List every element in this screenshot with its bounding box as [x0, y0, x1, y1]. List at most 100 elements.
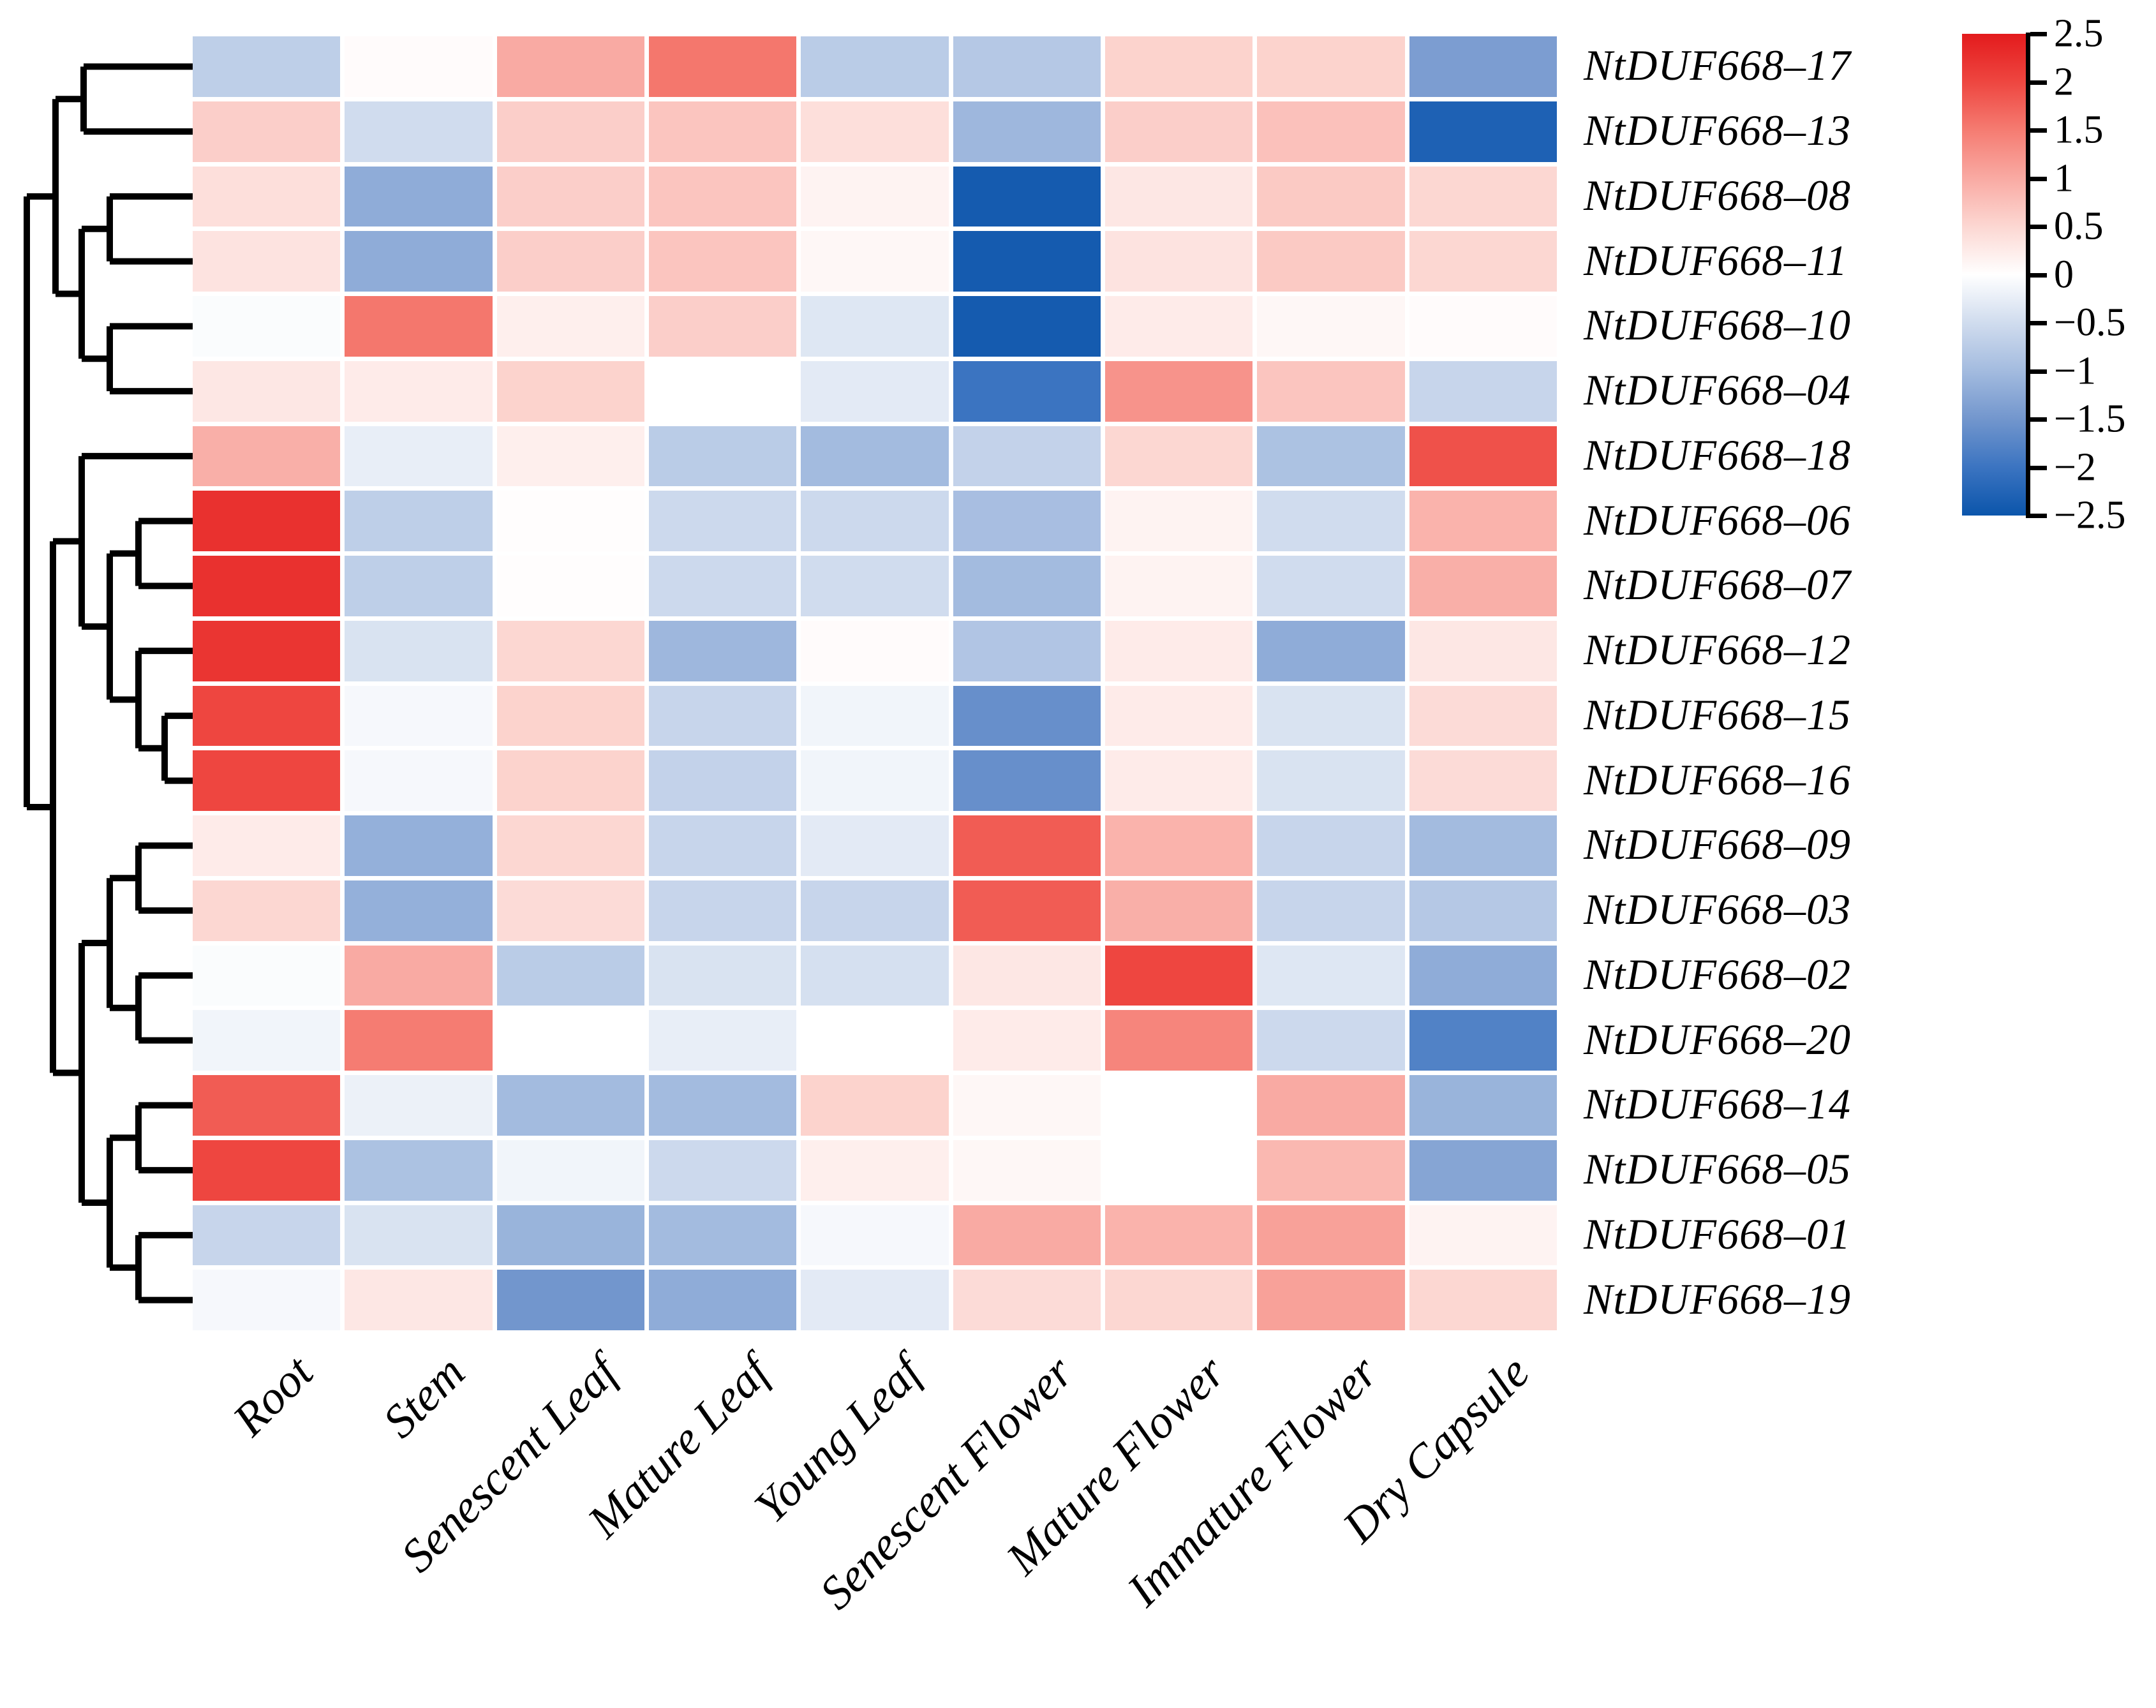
heatmap-cell [648, 945, 797, 1006]
heatmap-cell [193, 815, 341, 876]
heatmap-cell [1257, 750, 1405, 811]
heatmap-cell [1257, 685, 1405, 746]
heatmap-cell [1104, 815, 1253, 876]
heatmap-cell [953, 231, 1101, 292]
heatmap-cell [648, 1075, 797, 1136]
heatmap-cell [1257, 1270, 1405, 1330]
heatmap-cell [1257, 815, 1405, 876]
heatmap-cell [345, 36, 493, 97]
heatmap-cell [1409, 296, 1557, 357]
heatmap-cell [193, 36, 341, 97]
heatmap-cell [193, 1075, 341, 1136]
heatmap-cell [1409, 556, 1557, 616]
heatmap-cell [1257, 101, 1405, 162]
heatmap-cell [801, 1270, 949, 1330]
colorbar-tick-label: 2 [2054, 60, 2074, 103]
heatmap-cell [1409, 815, 1557, 876]
heatmap-cell [496, 1270, 644, 1330]
heatmap-cell [345, 685, 493, 746]
heatmap-cell [801, 1075, 949, 1136]
heatmap-cell [953, 1270, 1101, 1330]
heatmap-cell [496, 36, 644, 97]
heatmap-cell [1104, 36, 1253, 97]
heatmap-cell [801, 166, 949, 227]
heatmap-cell [1104, 945, 1253, 1006]
heatmap-cell [953, 880, 1101, 941]
heatmap-cell [1409, 36, 1557, 97]
heatmap-cell [496, 426, 644, 487]
colorbar-tick [2030, 80, 2047, 85]
heatmap-cell [1104, 1140, 1253, 1201]
row-label: NtDUF668–06 [1584, 495, 1851, 544]
heatmap-cell [496, 101, 644, 162]
heatmap-cell [193, 1270, 341, 1330]
heatmap-cell [1409, 101, 1557, 162]
heatmap-cell [345, 491, 493, 551]
heatmap-cell [953, 620, 1101, 681]
heatmap-cell [496, 296, 644, 357]
colorbar-tick [2030, 32, 2047, 36]
heatmap-cell [648, 815, 797, 876]
heatmap-cell [193, 1010, 341, 1071]
colorbar-tick-label: −1.5 [2054, 397, 2126, 441]
heatmap-cell [801, 1010, 949, 1071]
heatmap-cell [1104, 620, 1253, 681]
heatmap-cell [801, 815, 949, 876]
heatmap-cell [801, 556, 949, 616]
heatmap-cell [345, 1010, 493, 1071]
heatmap-cell [345, 101, 493, 162]
colorbar-tick [2030, 225, 2047, 229]
heatmap-cell [1409, 166, 1557, 227]
colorbar-tick-label: 1 [2054, 156, 2074, 200]
row-label: NtDUF668–11 [1584, 235, 1848, 285]
heatmap-cell [496, 166, 644, 227]
heatmap-cell [953, 750, 1101, 811]
heatmap-cell [1409, 360, 1557, 422]
heatmap-cell [953, 1075, 1101, 1136]
heatmap-cell [1257, 620, 1405, 681]
heatmap-cell [496, 360, 644, 422]
heatmap-cell [1257, 1075, 1405, 1136]
heatmap-cell [496, 880, 644, 941]
colorbar-tick-label: −2.5 [2054, 493, 2126, 537]
heatmap-cell [1104, 1010, 1253, 1071]
heatmap-cell [496, 491, 644, 551]
heatmap-cell [648, 36, 797, 97]
heatmap-cell [953, 685, 1101, 746]
heatmap-cell [953, 166, 1101, 227]
heatmap-cell [953, 296, 1101, 357]
heatmap-cell [648, 1270, 797, 1330]
heatmap-cell [193, 491, 341, 551]
heatmap-cell [345, 1075, 493, 1136]
heatmap-cell [345, 1205, 493, 1266]
heatmap-cell [648, 231, 797, 292]
heatmap-cell [1104, 296, 1253, 357]
heatmap-cell [1257, 1140, 1405, 1201]
heatmap-cell [1409, 620, 1557, 681]
heatmap-cell [193, 1140, 341, 1201]
heatmap-cell [801, 296, 949, 357]
heatmap-cell [1104, 101, 1253, 162]
heatmap-cell [1104, 556, 1253, 616]
heatmap-cell [496, 1205, 644, 1266]
heatmap-cell [1257, 36, 1405, 97]
heatmap-cell [193, 685, 341, 746]
heatmap-cell [193, 1205, 341, 1266]
heatmap-cell [801, 620, 949, 681]
heatmap-cell [1104, 426, 1253, 487]
heatmap-cell [953, 945, 1101, 1006]
heatmap-cell [953, 556, 1101, 616]
colorbar-tick-label: 1.5 [2054, 108, 2104, 152]
row-label: NtDUF668–01 [1584, 1209, 1851, 1258]
heatmap-cell [1104, 750, 1253, 811]
heatmap-cell [193, 556, 341, 616]
heatmap-cell [1257, 166, 1405, 227]
colorbar-tick-label: −0.5 [2054, 301, 2126, 345]
heatmap-cell [345, 1140, 493, 1201]
row-label: NtDUF668–15 [1584, 690, 1851, 739]
row-label: NtDUF668–07 [1584, 560, 1851, 609]
heatmap-cell [801, 1205, 949, 1266]
heatmap-cell [496, 1140, 644, 1201]
heatmap-cell [1104, 685, 1253, 746]
heatmap-cell [496, 1075, 644, 1136]
